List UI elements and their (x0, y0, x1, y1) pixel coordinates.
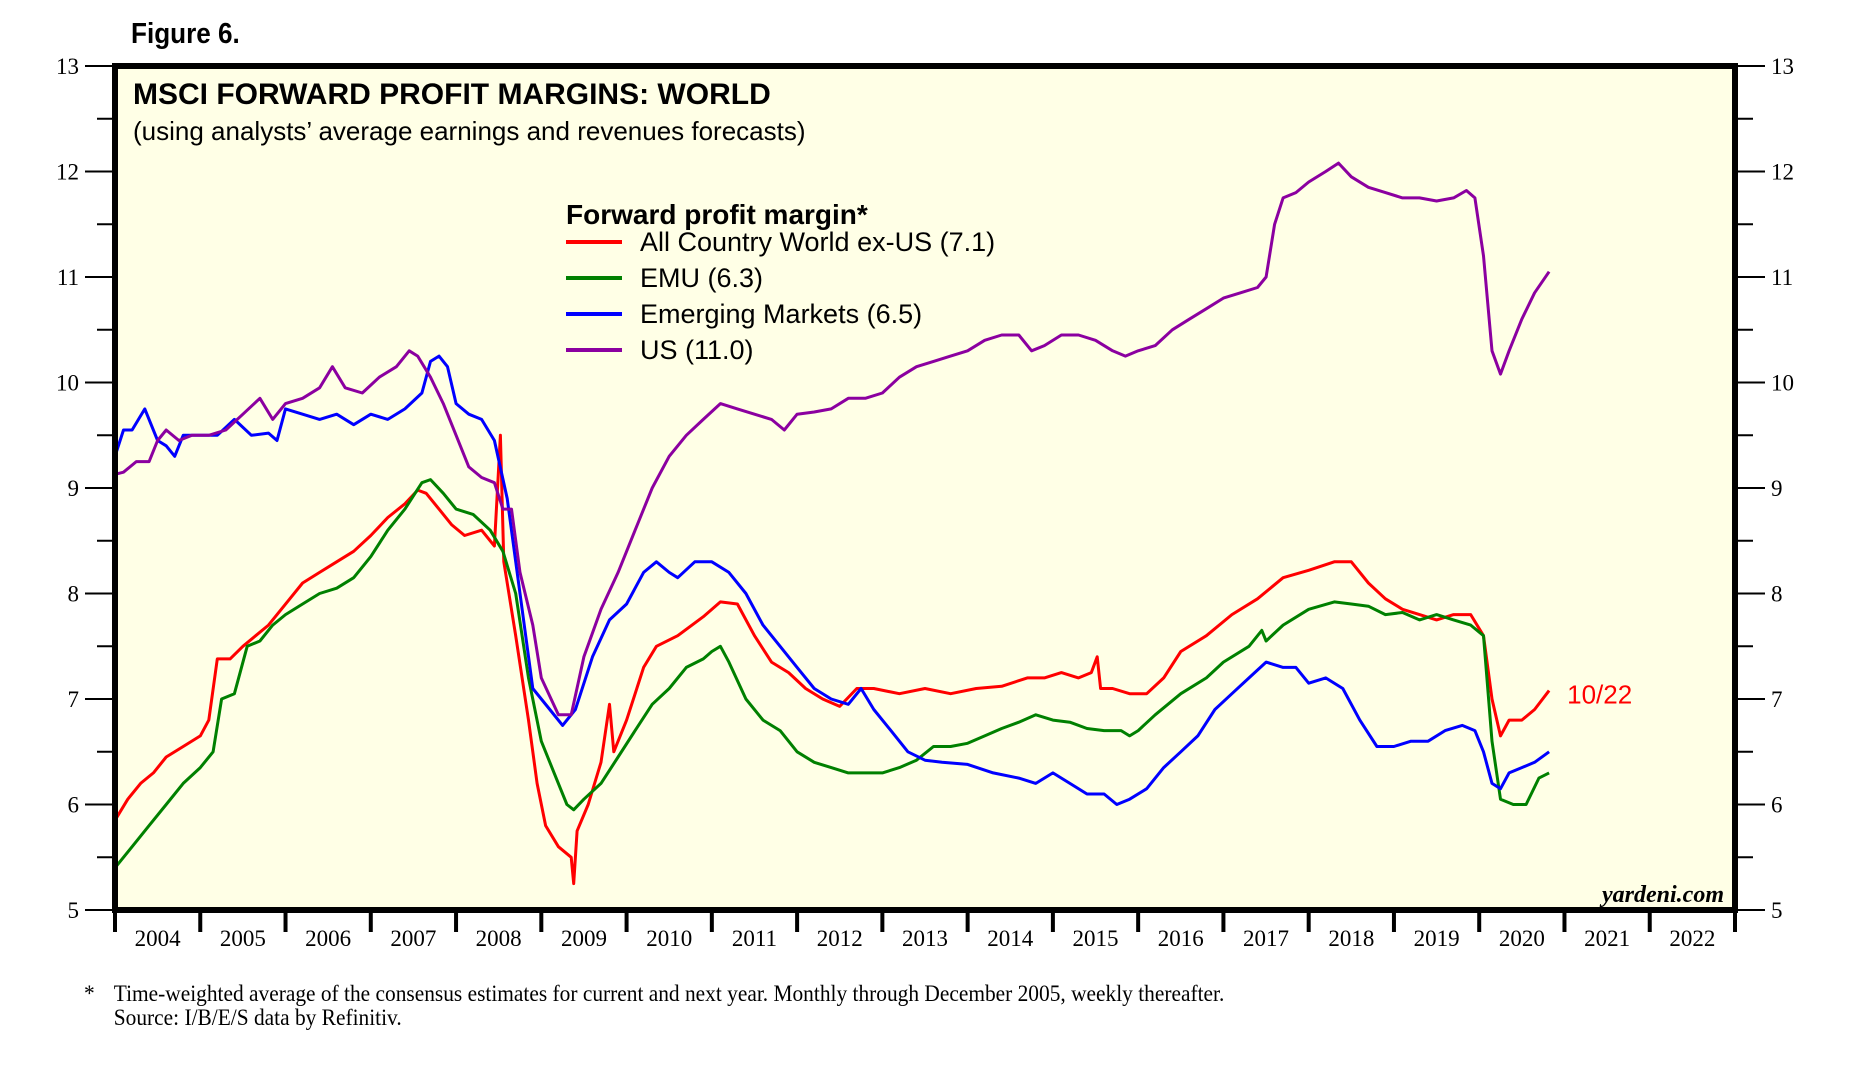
source-text: Source: I/B/E/S data by Refinitiv. (113, 1005, 402, 1030)
x-tick-label: 2009 (561, 926, 607, 951)
figure-label: Figure 6. (131, 18, 240, 50)
plot-area (115, 66, 1735, 910)
x-tick-label: 2015 (1073, 926, 1119, 951)
y-tick-label-left: 13 (56, 54, 79, 79)
x-tick-label: 2022 (1669, 926, 1715, 951)
x-tick-label: 2014 (987, 926, 1034, 951)
legend-label: EMU (6.3) (640, 263, 763, 293)
y-tick-label-right: 10 (1771, 371, 1794, 396)
y-tick-label-right: 6 (1771, 793, 1783, 818)
y-tick-label-right: 5 (1771, 898, 1783, 923)
y-tick-label-left: 6 (68, 793, 80, 818)
y-tick-label-left: 12 (56, 160, 79, 185)
y-tick-label-left: 10 (56, 371, 79, 396)
y-tick-label-left: 7 (68, 687, 80, 712)
x-tick-label: 2008 (476, 926, 522, 951)
legend-label: All Country World ex-US (7.1) (640, 227, 995, 257)
axes: 5 6 7 8 9 10 11 12 13 5 6 7 8 9 10 11 12 13 2004 2005 2006 20… (56, 54, 1794, 951)
x-tick-label: 2016 (1158, 926, 1204, 951)
legend-label: Emerging Markets (6.5) (640, 299, 922, 329)
x-tick-label: 2012 (817, 926, 863, 951)
x-tick-label: 2007 (390, 926, 436, 951)
x-tick-label: 2017 (1243, 926, 1289, 951)
footnote: * Time-weighted average of the consensus … (84, 982, 1224, 1030)
chart-subtitle: (using analysts’ average earnings and re… (133, 116, 806, 146)
x-tick-label: 2018 (1328, 926, 1374, 951)
series-line-emu (113, 478, 1550, 869)
series-lines (113, 161, 1551, 886)
y-tick-label-right: 9 (1771, 476, 1783, 501)
y-tick-label-right: 12 (1771, 160, 1794, 185)
series-line-all-country-world-ex-us (113, 433, 1551, 886)
series-line-us (114, 161, 1551, 717)
y-tick-label-left: 9 (68, 476, 80, 501)
series-line-emerging-markets (113, 354, 1550, 806)
date-annotation: 10/22 (1567, 680, 1632, 710)
y-tick-label-left: 5 (68, 898, 80, 923)
annotations: 10/22 (1567, 680, 1632, 710)
x-tick-label: 2004 (135, 926, 182, 951)
y-tick-label-right: 11 (1771, 265, 1793, 290)
legend: Forward profit margin* All Country World… (566, 199, 995, 365)
x-tick-label: 2011 (732, 926, 777, 951)
watermark: yardeni.com (1599, 882, 1724, 908)
x-tick-label: 2021 (1584, 926, 1630, 951)
y-tick-label-right: 8 (1771, 582, 1783, 607)
y-tick-label-right: 7 (1771, 687, 1783, 712)
y-tick-label-left: 11 (57, 265, 79, 290)
x-tick-label: 2010 (646, 926, 692, 951)
x-tick-label: 2006 (305, 926, 351, 951)
x-tick-label: 2005 (220, 926, 266, 951)
y-tick-label-right: 13 (1771, 54, 1794, 79)
legend-label: US (11.0) (640, 335, 754, 365)
footnote-text: Time-weighted average of the consensus e… (113, 981, 1225, 1006)
legend-title: Forward profit margin* (566, 199, 868, 230)
x-tick-label: 2020 (1499, 926, 1545, 951)
footnote-marker: * (84, 981, 95, 1006)
x-tick-label: 2013 (902, 926, 948, 951)
chart-title: MSCI FORWARD PROFIT MARGINS: WORLD (133, 78, 771, 111)
y-tick-label-left: 8 (68, 582, 80, 607)
x-tick-label: 2019 (1414, 926, 1460, 951)
